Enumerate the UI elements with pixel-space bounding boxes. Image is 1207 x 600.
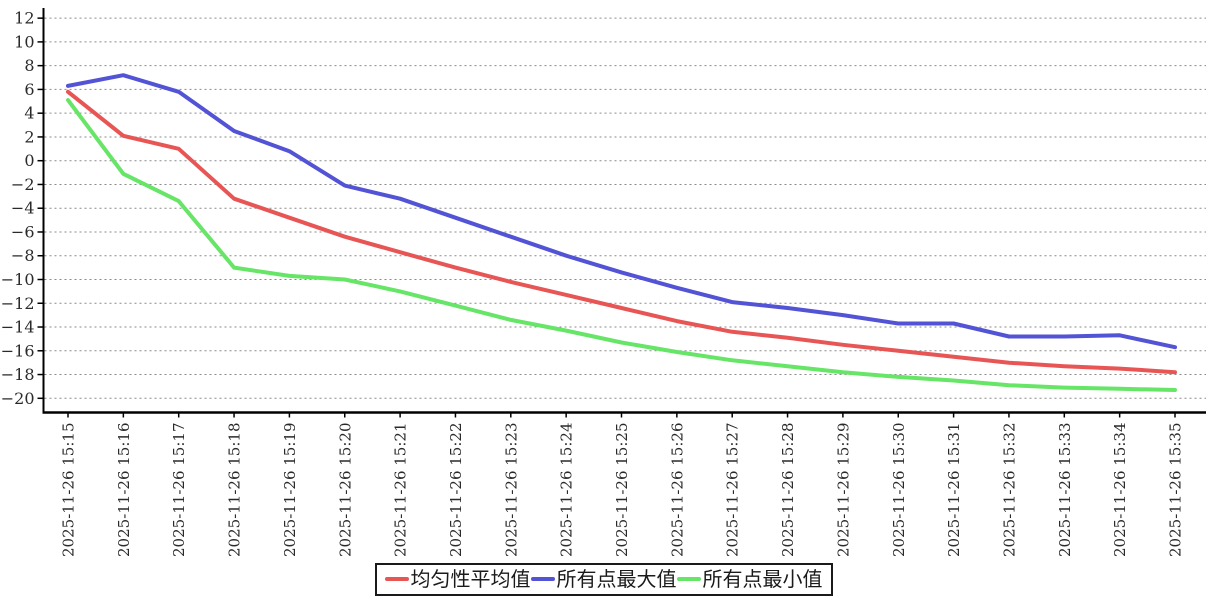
x-axis-tick-label: 2025-11-26 15:28 — [779, 423, 797, 557]
x-axis-tick-label: 2025-11-26 15:21 — [392, 423, 410, 557]
series-line-min — [66, 98, 1177, 392]
y-axis-tick-label: 6 — [24, 80, 34, 99]
x-axis-tick-label: 2025-11-26 15:32 — [1000, 423, 1018, 557]
x-axis-tick-label: 2025-11-26 15:29 — [834, 423, 852, 557]
y-axis-tick-label: −8 — [11, 246, 35, 265]
x-axis-tick-label: 2025-11-26 15:17 — [170, 423, 188, 557]
series-line-avg — [66, 89, 1177, 375]
legend-label-avg: 均匀性平均值 — [410, 567, 531, 591]
x-axis-tick-label: 2025-11-26 15:33 — [1056, 423, 1074, 557]
x-axis-tick-label: 2025-11-26 15:27 — [724, 423, 742, 557]
x-axis-tick-label: 2025-11-26 15:25 — [613, 423, 631, 557]
x-axis-tick-label: 2025-11-26 15:16 — [115, 423, 133, 557]
x-axis-tick-label: 2025-11-26 15:26 — [668, 423, 686, 557]
y-axis-tick-label: 4 — [24, 104, 34, 123]
y-axis-tick-label: 0 — [24, 151, 34, 170]
legend-item-avg: 均匀性平均值 — [384, 567, 531, 591]
y-axis-tick-label: −14 — [1, 318, 35, 337]
chart-legend: 均匀性平均值 所有点最大值 所有点最小值 — [374, 563, 833, 596]
x-axis-tick-label: 2025-11-26 15:34 — [1111, 423, 1129, 557]
x-axis-tick-label: 2025-11-26 15:23 — [502, 423, 520, 557]
x-axis-tick-label: 2025-11-26 15:31 — [945, 423, 963, 557]
y-axis-tick-label: 12 — [14, 9, 34, 28]
y-axis-tick-label: −2 — [11, 175, 35, 194]
y-axis-tick-label: −16 — [1, 341, 35, 360]
legend-label-min: 所有点最小值 — [702, 567, 823, 591]
legend-swatch-min-line-icon — [676, 577, 701, 581]
x-axis-tick-label: 2025-11-26 15:24 — [558, 423, 576, 557]
legend-item-max: 所有点最大值 — [530, 567, 677, 591]
x-axis-tick-label: 2025-11-26 15:30 — [890, 423, 908, 557]
y-axis-tick-label: 10 — [14, 32, 34, 51]
legend-swatch-avg-line-icon — [384, 577, 409, 581]
y-axis-tick-label: −12 — [1, 294, 35, 313]
x-axis-tick-label: 2025-11-26 15:22 — [447, 423, 465, 557]
y-axis-tick-label: −4 — [11, 199, 35, 218]
y-axis-tick-label: −10 — [1, 270, 35, 289]
legend-item-min: 所有点最小值 — [676, 567, 823, 591]
x-axis-tick-label: 2025-11-26 15:35 — [1167, 423, 1185, 557]
series-line-max — [66, 73, 1177, 350]
y-axis-tick-label: −20 — [1, 389, 35, 408]
x-axis-tick-label: 2025-11-26 15:19 — [281, 423, 299, 557]
y-axis-tick-label: −6 — [11, 222, 35, 241]
y-axis-tick-label: 8 — [24, 56, 34, 75]
x-axis-tick-label: 2025-11-26 15:20 — [336, 423, 354, 557]
legend-swatch-max-line-icon — [530, 577, 555, 581]
legend-label-max: 所有点最大值 — [556, 567, 677, 591]
x-axis-tick-label: 2025-11-26 15:15 — [60, 423, 78, 557]
y-axis-tick-label: −18 — [1, 365, 35, 384]
y-axis-tick-label: 2 — [24, 127, 34, 146]
x-axis-tick-label: 2025-11-26 15:18 — [226, 423, 244, 557]
